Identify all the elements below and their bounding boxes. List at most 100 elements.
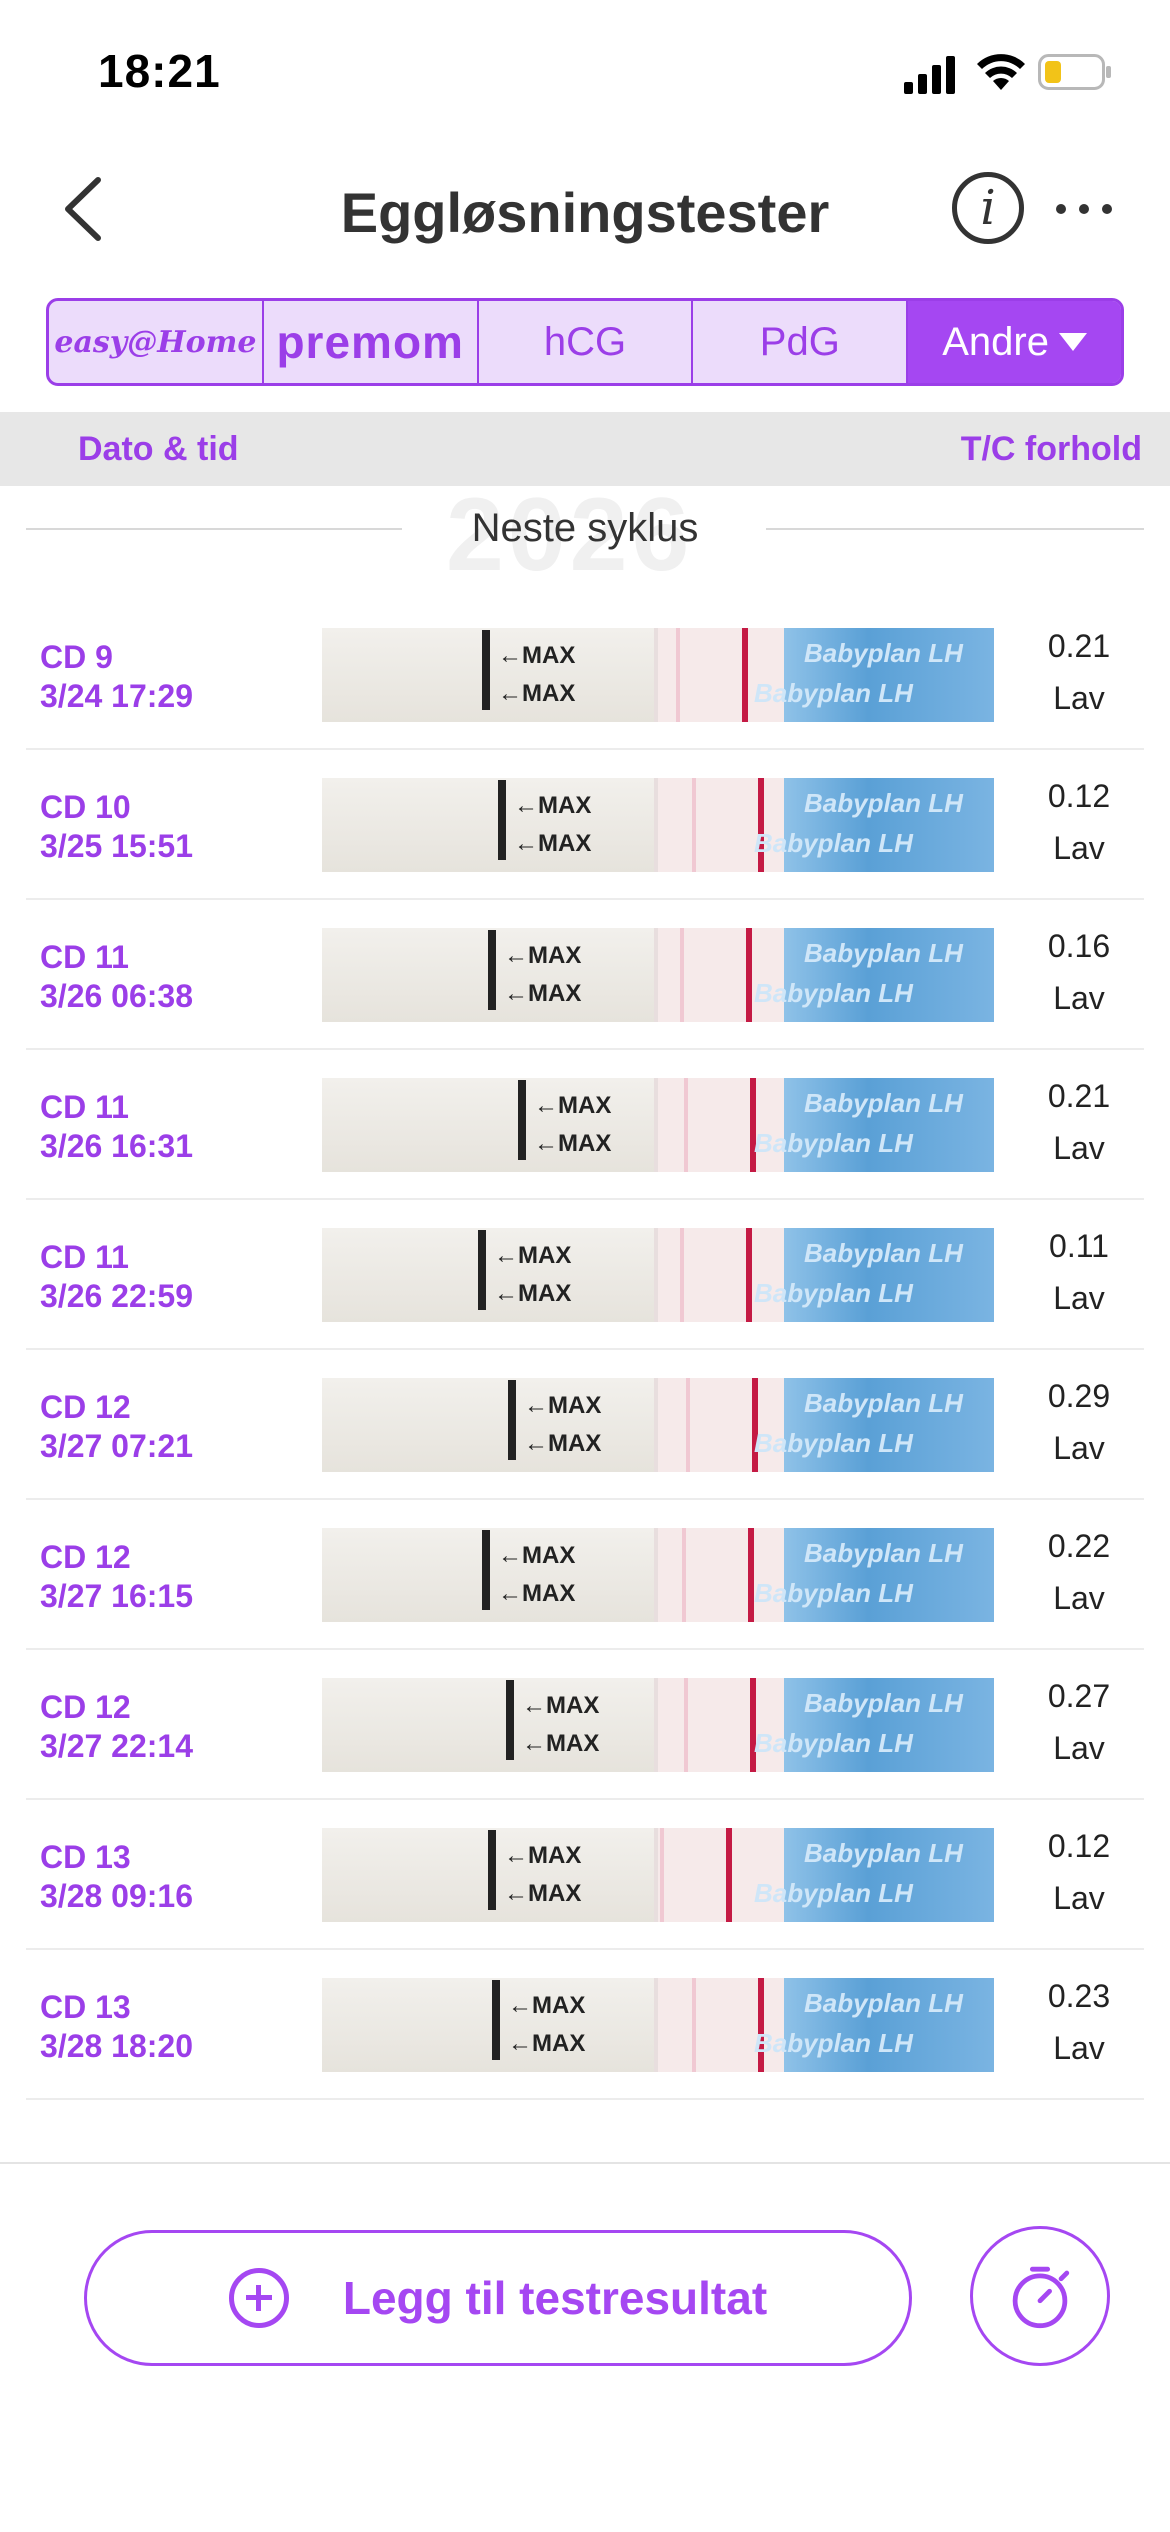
tc-ratio-value: 0.21 Lav: [1034, 1070, 1124, 1174]
strip-brand-text: Babyplan LH: [754, 828, 913, 858]
cycle-day-datetime: CD 11 3/26 16:31: [40, 1088, 193, 1166]
tc-ratio-value: 0.21 Lav: [1034, 620, 1124, 724]
strip-max-label: ←MAX: [508, 2030, 586, 2057]
strip-max-label: ←MAX: [534, 1092, 612, 1119]
cycle-day-datetime: CD 12 3/27 22:14: [40, 1688, 193, 1766]
test-datetime: 3/28 09:16: [40, 1878, 194, 1914]
tc-ratio-value: 0.29 Lav: [1034, 1370, 1124, 1474]
strip-result-window: [654, 1078, 784, 1172]
tab-pdg-label: PdG: [759, 319, 840, 364]
strip-paper: [322, 1978, 654, 2072]
tc-ratio: 0.11: [1049, 1228, 1109, 1264]
tab-premom[interactable]: premom: [264, 301, 479, 383]
cycle-day-datetime: CD 11 3/26 22:59: [40, 1238, 193, 1316]
strip-control-line: [748, 1528, 754, 1622]
test-result-row[interactable]: CD 13 3/28 18:20 ←MAX ←MAX Babyplan LH Babypl…: [26, 1950, 1144, 2100]
strip-wrapper: Babyplan LH Babyplan LH: [754, 1828, 994, 1922]
test-strip-image[interactable]: ←MAX ←MAX Babyplan LH Babyplan LH: [322, 1378, 994, 1472]
strip-max-bar: [498, 780, 506, 860]
strip-result-window: [654, 928, 784, 1022]
test-result-row[interactable]: CD 11 3/26 22:59 ←MAX ←MAX Babyplan LH Babypl…: [26, 1200, 1144, 1350]
test-result-list: CD 9 3/24 17:29 ←MAX ←MAX Babyplan LH Babypla…: [0, 600, 1170, 2100]
test-strip-image[interactable]: ←MAX ←MAX Babyplan LH Babyplan LH: [322, 928, 994, 1022]
strip-wrapper: Babyplan LH Babyplan LH: [754, 628, 994, 722]
more-options-icon[interactable]: [1052, 190, 1116, 230]
lh-level: Lav: [1053, 1130, 1105, 1166]
strip-max-bar: [488, 930, 496, 1010]
strip-max-label: ←MAX: [494, 1280, 572, 1307]
test-result-row[interactable]: CD 13 3/28 09:16 ←MAX ←MAX Babyplan LH Babypl…: [26, 1800, 1144, 1950]
strip-brand-text: Babyplan LH: [804, 1088, 963, 1118]
cycle-day-datetime: CD 13 3/28 18:20: [40, 1988, 193, 2066]
stopwatch-icon: [1012, 2266, 1070, 2329]
test-result-row[interactable]: CD 12 3/27 16:15 ←MAX ←MAX Babyplan LH Babypl…: [26, 1500, 1144, 1650]
dropdown-triangle-icon: [1058, 333, 1087, 351]
strip-max-label: ←MAX: [494, 1242, 572, 1269]
strip-max-label: ←MAX: [498, 1580, 576, 1607]
tc-ratio: 0.21: [1047, 1078, 1111, 1114]
strip-brand-text: Babyplan LH: [754, 978, 913, 1008]
strip-max-bar: [508, 1380, 516, 1460]
cycle-day: CD 9: [40, 639, 113, 675]
navigation-bar: Eggløsningstester i: [0, 150, 1170, 270]
test-result-row[interactable]: CD 9 3/24 17:29 ←MAX ←MAX Babyplan LH Babypla…: [26, 600, 1144, 750]
strip-brand-text: Babyplan LH: [754, 1878, 913, 1908]
tab-andre[interactable]: Andre: [908, 301, 1121, 383]
test-result-row[interactable]: CD 11 3/26 06:38 ←MAX ←MAX Babyplan LH Babypl…: [26, 900, 1144, 1050]
tc-ratio: 0.16: [1047, 928, 1111, 964]
strip-paper: [322, 778, 654, 872]
cycle-day: CD 11: [40, 1239, 129, 1275]
test-strip-image[interactable]: ←MAX ←MAX Babyplan LH Babyplan LH: [322, 1528, 994, 1622]
test-strip-image[interactable]: ←MAX ←MAX Babyplan LH Babyplan LH: [322, 778, 994, 872]
strip-max-label: ←MAX: [522, 1730, 600, 1757]
strip-test-line: [692, 778, 696, 872]
divider-line-left: [26, 528, 402, 530]
test-result-row[interactable]: CD 12 3/27 22:14 ←MAX ←MAX Babyplan LH Babypl…: [26, 1650, 1144, 1800]
tc-ratio-value: 0.12 Lav: [1034, 1820, 1124, 1924]
test-strip-image[interactable]: ←MAX ←MAX Babyplan LH Babyplan LH: [322, 1078, 994, 1172]
cycle-day: CD 11: [40, 1089, 129, 1125]
tab-hcg[interactable]: hCG: [479, 301, 694, 383]
back-chevron-icon[interactable]: [56, 174, 116, 244]
tc-ratio: 0.29: [1047, 1378, 1111, 1414]
plus-circle-icon: [228, 2268, 289, 2328]
strip-max-label: ←MAX: [498, 1542, 576, 1569]
tab-pdg[interactable]: PdG: [693, 301, 909, 383]
test-datetime: 3/26 16:31: [40, 1128, 194, 1164]
strip-brand-text: Babyplan LH: [804, 1238, 963, 1268]
lh-level: Lav: [1053, 1280, 1105, 1316]
bottom-divider: [0, 2162, 1170, 2164]
strip-control-line: [758, 1978, 764, 2072]
status-bar: 18:21: [0, 0, 1170, 140]
strip-test-line: [680, 928, 684, 1022]
test-strip-image[interactable]: ←MAX ←MAX Babyplan LH Babyplan LH: [322, 1978, 994, 2072]
strip-max-label: ←MAX: [514, 830, 592, 857]
strip-result-window: [654, 628, 784, 722]
timer-button[interactable]: [970, 2226, 1110, 2366]
strip-brand-text: Babyplan LH: [804, 638, 963, 668]
test-result-row[interactable]: CD 10 3/25 15:51 ←MAX ←MAX Babyplan LH Babypl…: [26, 750, 1144, 900]
strip-control-line: [726, 1828, 732, 1922]
test-strip-image[interactable]: ←MAX ←MAX Babyplan LH Babyplan LH: [322, 1678, 994, 1772]
strip-result-window: [654, 1828, 784, 1922]
cycle-divider: 2026 Neste syklus: [0, 477, 1170, 593]
strip-paper: [322, 1378, 654, 1472]
info-icon[interactable]: i: [952, 172, 1024, 244]
test-strip-image[interactable]: ←MAX ←MAX Babyplan LH Babyplan LH: [322, 1828, 994, 1922]
cycle-day: CD 13: [40, 1839, 131, 1875]
tab-premom-label: premom: [276, 316, 464, 368]
test-result-row[interactable]: CD 11 3/26 16:31 ←MAX ←MAX Babyplan LH Babypl…: [26, 1050, 1144, 1200]
strip-wrapper: Babyplan LH Babyplan LH: [754, 1678, 994, 1772]
test-strip-image[interactable]: ←MAX ←MAX Babyplan LH Babyplan LH: [322, 628, 994, 722]
strip-brand-text: Babyplan LH: [754, 2028, 913, 2058]
add-test-result-button[interactable]: Legg til testresultat: [84, 2230, 912, 2366]
strip-max-bar: [478, 1230, 486, 1310]
tab-easy-home[interactable]: easy@Home: [49, 301, 264, 383]
test-result-row[interactable]: CD 12 3/27 07:21 ←MAX ←MAX Babyplan LH Babypl…: [26, 1350, 1144, 1500]
cycle-day: CD 12: [40, 1689, 131, 1725]
strip-test-line: [684, 1678, 688, 1772]
test-strip-image[interactable]: ←MAX ←MAX Babyplan LH Babyplan LH: [322, 1228, 994, 1322]
strip-max-label: ←MAX: [524, 1430, 602, 1457]
strip-max-bar: [518, 1080, 526, 1160]
strip-wrapper: Babyplan LH Babyplan LH: [754, 1978, 994, 2072]
